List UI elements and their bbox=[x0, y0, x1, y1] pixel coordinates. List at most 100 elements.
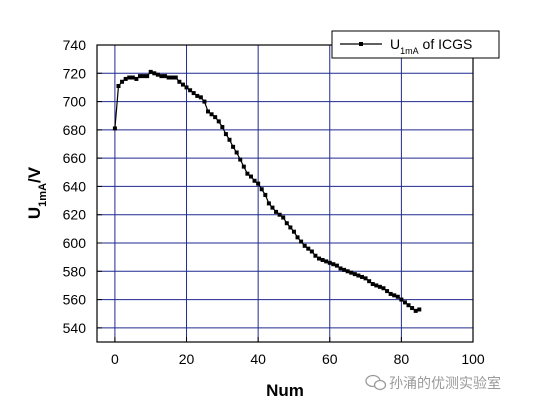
y-tick-label: 700 bbox=[63, 94, 87, 110]
data-point bbox=[241, 164, 246, 169]
data-point bbox=[309, 249, 314, 254]
data-point bbox=[206, 109, 211, 114]
x-tick-label: 100 bbox=[461, 351, 485, 367]
data-point bbox=[120, 79, 125, 84]
data-point bbox=[209, 112, 214, 117]
data-point bbox=[130, 75, 135, 80]
data-point bbox=[392, 293, 397, 298]
data-point bbox=[295, 235, 300, 240]
y-axis-title: U1mA/V bbox=[25, 166, 49, 219]
data-point bbox=[245, 171, 250, 176]
data-point bbox=[356, 273, 361, 278]
data-point bbox=[352, 272, 357, 277]
data-point bbox=[170, 75, 175, 80]
data-point bbox=[216, 119, 221, 124]
data-point bbox=[180, 82, 185, 87]
data-point bbox=[377, 284, 382, 289]
watermark-text: 孙涌的优测实验室 bbox=[389, 375, 501, 392]
data-point bbox=[395, 294, 400, 299]
data-point bbox=[363, 276, 368, 281]
legend-marker bbox=[359, 42, 363, 46]
y-tick-label: 740 bbox=[63, 37, 87, 53]
plot-background bbox=[97, 45, 473, 342]
data-point bbox=[359, 274, 364, 279]
data-point bbox=[198, 95, 203, 100]
data-point bbox=[195, 93, 200, 98]
y-tick-label: 640 bbox=[63, 178, 87, 194]
data-point bbox=[410, 306, 415, 311]
data-point bbox=[263, 192, 268, 197]
data-point bbox=[270, 205, 275, 210]
wechat-icon bbox=[365, 374, 387, 391]
data-point bbox=[417, 307, 422, 312]
data-point bbox=[134, 76, 139, 81]
data-point bbox=[259, 187, 264, 192]
data-point bbox=[399, 297, 404, 302]
data-point bbox=[191, 91, 196, 96]
x-tick-label: 40 bbox=[250, 351, 266, 367]
data-point bbox=[112, 126, 117, 131]
data-point bbox=[234, 150, 239, 155]
data-point bbox=[152, 71, 157, 76]
data-point bbox=[277, 212, 282, 217]
watermark: 孙涌的优测实验室 bbox=[365, 374, 501, 392]
y-axis-title-sub: 1mA bbox=[37, 183, 49, 207]
data-point bbox=[367, 279, 372, 284]
y-tick-label: 540 bbox=[63, 320, 87, 336]
data-point bbox=[320, 257, 325, 262]
data-point bbox=[349, 270, 354, 275]
data-point bbox=[402, 300, 407, 305]
data-point bbox=[155, 72, 160, 77]
data-point bbox=[184, 85, 189, 90]
y-axis-title-main: U bbox=[25, 207, 44, 219]
data-point bbox=[334, 263, 339, 268]
legend-label-sub: 1mA bbox=[400, 46, 419, 56]
data-point bbox=[127, 75, 132, 80]
data-point bbox=[370, 282, 375, 287]
data-point bbox=[227, 137, 232, 142]
data-point bbox=[302, 243, 307, 248]
data-point bbox=[388, 291, 393, 296]
data-point bbox=[256, 181, 261, 186]
x-tick-label: 0 bbox=[111, 351, 119, 367]
data-point bbox=[148, 69, 153, 74]
y-tick-label: 600 bbox=[63, 235, 87, 251]
data-point bbox=[173, 75, 178, 80]
data-point bbox=[266, 201, 271, 206]
data-point bbox=[159, 74, 164, 79]
data-point bbox=[291, 229, 296, 234]
y-tick-label: 560 bbox=[63, 292, 87, 308]
data-point bbox=[213, 115, 218, 120]
data-point bbox=[374, 283, 379, 288]
data-point bbox=[406, 303, 411, 308]
y-tick-label: 580 bbox=[63, 263, 87, 279]
data-point bbox=[223, 132, 228, 137]
data-point bbox=[281, 215, 286, 220]
data-point bbox=[327, 260, 332, 265]
data-point bbox=[299, 239, 304, 244]
x-tick-label: 20 bbox=[179, 351, 195, 367]
data-point bbox=[220, 125, 225, 130]
data-point bbox=[345, 269, 350, 274]
y-tick-label: 680 bbox=[63, 122, 87, 138]
y-axis-title-suffix: /V bbox=[25, 166, 44, 183]
data-point bbox=[141, 74, 146, 79]
data-point bbox=[177, 79, 182, 84]
data-point bbox=[252, 178, 257, 183]
data-point bbox=[284, 221, 289, 226]
y-axis: 540 560 580 600 620 640 660 680 700 720 740 bbox=[63, 37, 102, 336]
svg-text:U1mA of ICGS: U1mA of ICGS bbox=[390, 36, 472, 56]
data-point bbox=[288, 225, 293, 230]
data-point bbox=[123, 76, 128, 81]
data-point bbox=[317, 256, 322, 261]
y-tick-label: 620 bbox=[63, 207, 87, 223]
data-point bbox=[248, 174, 253, 179]
data-point bbox=[145, 74, 150, 79]
x-axis: 0 20 40 60 80 100 bbox=[111, 337, 485, 367]
data-point bbox=[413, 308, 418, 313]
data-point bbox=[338, 266, 343, 271]
series-group bbox=[112, 69, 422, 313]
data-point bbox=[188, 88, 193, 93]
x-tick-label: 80 bbox=[394, 351, 410, 367]
